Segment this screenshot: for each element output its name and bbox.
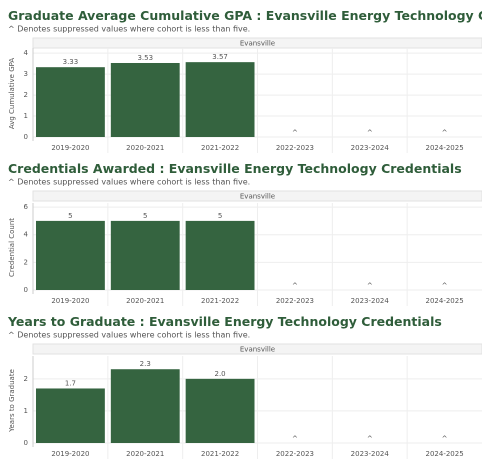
x-tick-label: 2023-2024 <box>351 144 390 152</box>
bar <box>185 378 255 443</box>
chart-title: Graduate Average Cumulative GPA : Evansv… <box>8 8 482 23</box>
chart-title: Years to Graduate : Evansville Energy Te… <box>7 314 442 329</box>
x-tick-label: 2019-2020 <box>51 144 89 152</box>
value-label: 1.7 <box>65 379 76 387</box>
value-label: ^ <box>292 282 298 290</box>
y-axis-label: Years to Graduate <box>8 369 16 433</box>
y-tick-label: 2 <box>24 375 28 383</box>
panel-header <box>32 343 482 355</box>
x-tick-label: 2024-2025 <box>426 144 464 152</box>
y-tick-label: 0 <box>24 133 28 141</box>
y-tick-label: 2 <box>24 258 28 266</box>
value-label: 3.33 <box>63 58 79 66</box>
bar <box>110 369 180 443</box>
y-tick-label: 1 <box>24 112 28 120</box>
value-label: ^ <box>442 282 448 290</box>
bar <box>35 220 105 290</box>
chart-subtitle: ^ Denotes suppressed values where cohort… <box>8 331 250 340</box>
x-tick-label: 2021-2022 <box>201 144 239 152</box>
x-tick-label: 2022-2023 <box>276 297 314 305</box>
value-label: 3.53 <box>137 54 153 62</box>
x-tick-label: 2021-2022 <box>201 297 239 305</box>
value-label: 2.0 <box>215 370 226 378</box>
chart-subtitle: ^ Denotes suppressed values where cohort… <box>8 25 250 34</box>
value-label: 3.57 <box>212 53 228 61</box>
y-tick-label: 0 <box>24 439 28 447</box>
x-tick-label: 2021-2022 <box>201 450 239 458</box>
value-label: ^ <box>442 129 448 137</box>
panel-label: Evansville <box>240 193 275 201</box>
x-tick-label: 2024-2025 <box>426 450 464 458</box>
value-label: 2.3 <box>140 360 151 368</box>
panel-header <box>32 190 482 202</box>
panel-label: Evansville <box>240 346 275 354</box>
x-tick-label: 2019-2020 <box>51 297 89 305</box>
y-tick-label: 6 <box>24 203 29 211</box>
bar <box>185 62 255 137</box>
bar <box>110 220 180 290</box>
y-tick-label: 4 <box>24 49 29 57</box>
chart-subtitle: ^ Denotes suppressed values where cohort… <box>8 178 250 187</box>
y-tick-label: 4 <box>24 231 29 239</box>
x-tick-label: 2020-2021 <box>126 450 164 458</box>
panel-label: Evansville <box>240 40 275 48</box>
value-label: ^ <box>367 129 373 137</box>
y-tick-label: 0 <box>24 286 28 294</box>
value-label: ^ <box>442 435 448 443</box>
x-tick-label: 2024-2025 <box>426 297 464 305</box>
y-tick-label: 2 <box>24 91 28 99</box>
bar <box>110 62 180 137</box>
value-label: ^ <box>367 435 373 443</box>
value-label: 5 <box>218 212 222 220</box>
value-label: 5 <box>143 212 147 220</box>
x-tick-label: 2020-2021 <box>126 297 164 305</box>
y-axis-label: Credential Count <box>8 218 16 277</box>
x-tick-label: 2023-2024 <box>351 450 390 458</box>
bar <box>35 388 105 443</box>
y-tick-label: 1 <box>24 407 28 415</box>
value-label: ^ <box>367 282 373 290</box>
value-label: ^ <box>292 129 298 137</box>
x-tick-label: 2023-2024 <box>351 297 390 305</box>
y-axis-label: Avg Cumulative GPA <box>8 58 16 130</box>
bar <box>185 220 255 290</box>
x-tick-label: 2022-2023 <box>276 450 314 458</box>
chart-title: Credentials Awarded : Evansville Energy … <box>8 161 462 176</box>
x-tick-label: 2020-2021 <box>126 144 164 152</box>
value-label: ^ <box>292 435 298 443</box>
y-tick-label: 3 <box>24 70 28 78</box>
bar <box>35 67 105 137</box>
x-tick-label: 2019-2020 <box>51 450 89 458</box>
value-label: 5 <box>68 212 72 220</box>
x-tick-label: 2022-2023 <box>276 144 314 152</box>
